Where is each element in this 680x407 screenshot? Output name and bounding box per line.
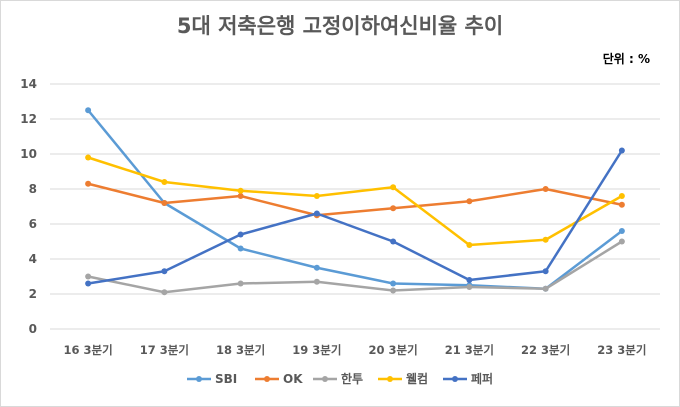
data-point	[85, 273, 92, 280]
data-point	[161, 268, 168, 275]
data-point	[313, 210, 320, 217]
y-tick-label: 8	[29, 182, 37, 196]
series-0	[85, 107, 625, 292]
legend-item: 페퍼	[443, 371, 493, 386]
x-tick-label: 19 3분기	[292, 343, 341, 357]
x-tick-label: 20 3분기	[369, 343, 418, 357]
y-tick-label: 10	[20, 147, 37, 161]
series-line	[86, 156, 624, 247]
data-point	[466, 284, 473, 290]
data-point	[237, 193, 244, 199]
y-tick-label: 0	[29, 322, 37, 336]
x-tick-label: 16 3분기	[64, 343, 113, 357]
data-point	[542, 285, 549, 292]
x-axis-ticks: 16 3분기 17 3분기 18 3분기 19 3분기 20 3분기 21 3분기 22 3…	[64, 343, 647, 357]
unit-label: 단위 : %	[602, 52, 650, 66]
legend-item: 한투	[313, 371, 363, 386]
gridlines	[50, 83, 660, 330]
series-line	[86, 149, 624, 285]
x-tick-label: 18 3분기	[216, 343, 265, 357]
legend: SBI OK 한투 웰컴 페퍼	[187, 371, 493, 386]
data-point	[85, 154, 92, 161]
data-point	[390, 184, 397, 191]
series-line	[86, 109, 624, 290]
data-point	[85, 280, 92, 287]
legend-label: 한투	[341, 371, 363, 386]
data-point	[542, 268, 549, 275]
data-point	[618, 193, 625, 199]
legend-marker	[196, 376, 202, 382]
series-4	[85, 147, 625, 287]
data-point	[542, 236, 549, 243]
legend-marker	[264, 376, 270, 382]
legend-item: 웰컴	[378, 371, 428, 386]
data-point	[466, 277, 473, 283]
x-tick-label: 23 3분기	[597, 343, 646, 357]
series-3	[85, 154, 625, 248]
data-point	[313, 264, 320, 271]
legend-label: OK	[283, 372, 303, 386]
data-point	[618, 238, 625, 245]
data-point	[237, 280, 244, 287]
legend-item: OK	[255, 372, 303, 386]
data-point	[618, 228, 625, 234]
y-tick-label: 6	[29, 217, 37, 231]
series-1	[85, 180, 625, 219]
y-tick-label: 2	[29, 287, 37, 301]
data-point	[466, 198, 473, 205]
data-point	[390, 205, 397, 212]
x-tick-label: 22 3분기	[521, 343, 570, 357]
data-point	[237, 187, 244, 194]
legend-marker	[387, 376, 393, 382]
data-point	[390, 280, 397, 287]
data-point	[237, 231, 244, 238]
data-point	[542, 186, 549, 192]
y-axis-ticks: 0 2 4 6 8 10 12 14	[20, 77, 37, 336]
series-line	[86, 240, 624, 294]
y-tick-label: 14	[20, 77, 37, 91]
legend-marker	[322, 376, 328, 382]
data-point	[85, 107, 92, 114]
data-point	[390, 238, 397, 245]
data-point	[85, 180, 92, 187]
data-point	[313, 278, 320, 285]
data-point	[313, 193, 320, 199]
legend-label: SBI	[215, 372, 237, 386]
series-line	[86, 182, 624, 217]
data-point	[161, 179, 168, 185]
x-tick-label: 21 3분기	[445, 343, 494, 357]
legend-marker	[452, 376, 458, 382]
data-point	[466, 242, 473, 248]
x-tick-label: 17 3분기	[140, 343, 189, 357]
legend-label: 웰컴	[406, 371, 428, 386]
series-lines	[85, 107, 625, 296]
data-point	[618, 147, 625, 154]
series-2	[85, 238, 625, 296]
data-point	[390, 287, 397, 294]
chart-title: 5대 저축은행 고정이하여신비율 추이	[176, 14, 504, 38]
legend-label: 페퍼	[471, 371, 493, 386]
data-point	[618, 201, 625, 208]
legend-item: SBI	[187, 372, 237, 386]
data-point	[161, 200, 168, 206]
data-point	[161, 289, 168, 296]
y-tick-label: 12	[20, 112, 37, 126]
data-point	[237, 245, 244, 252]
y-tick-label: 4	[29, 252, 37, 266]
